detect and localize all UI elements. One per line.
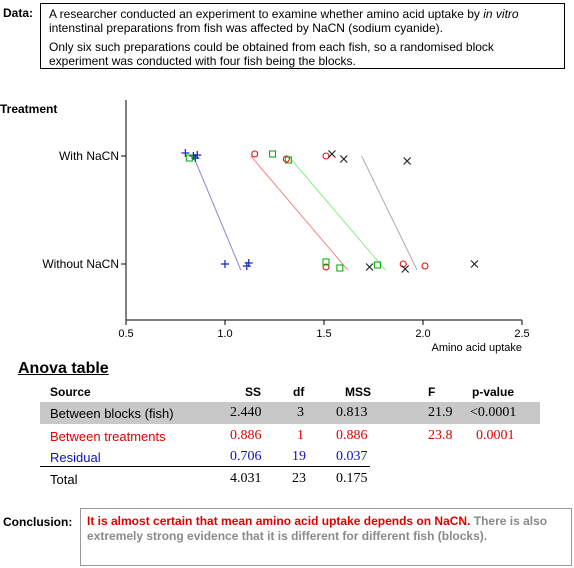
description-line1-before: A researcher conducted an experiment to … [49, 7, 484, 21]
row-p: <0.0001 [470, 405, 517, 420]
conclusion-grey-text: There is also extremely strong evidence … [87, 514, 548, 543]
table-divider [40, 466, 370, 467]
data-label: Data: [3, 6, 34, 20]
row-mss: 0.813 [336, 405, 368, 420]
data-point [401, 265, 410, 273]
row-source: Between treatments [50, 429, 166, 444]
data-point [339, 155, 348, 163]
row-ss: 0.706 [230, 449, 262, 464]
y-tick-label: Without NaCN [42, 257, 119, 271]
conclusion-red-text: It is almost certain that mean amino aci… [87, 514, 471, 528]
x-tick-label: 2.5 [514, 328, 529, 340]
mean-line [361, 155, 418, 271]
row-p: 0.0001 [476, 428, 515, 443]
x-tick-label: 2.0 [415, 328, 430, 340]
data-point [336, 264, 344, 272]
description-line1-after: intenstinal preparations from fish was a… [49, 21, 443, 35]
data-point [189, 152, 198, 160]
row-source: Between blocks (fish) [50, 406, 174, 421]
data-point [282, 155, 290, 163]
data-point [221, 260, 229, 268]
data-point [185, 154, 193, 162]
header-p-value: p-value [472, 385, 515, 399]
row-ss: 4.031 [230, 471, 262, 486]
dot-plot-chart: Treatment With NaCN Without NaCN 0.5 1.0 1.5 2… [0, 100, 530, 354]
description-paragraph-1: A researcher conducted an experiment to … [49, 7, 556, 35]
table-row-total: Total 4.031 23 0.175 [40, 468, 540, 490]
row-ss: 2.440 [230, 405, 262, 420]
data-point [373, 261, 382, 269]
data-point [322, 258, 330, 266]
row-mss: 0.037 [336, 449, 368, 464]
row-f: 21.9 [428, 405, 453, 420]
conclusion-label: Conclusion: [3, 515, 73, 529]
mean-line [250, 155, 349, 271]
description-line1-italic: in vitro [483, 7, 519, 21]
table-row-treatments: Between treatments 0.886 1 0.886 23.8 0.… [40, 425, 540, 447]
row-df: 1 [297, 428, 304, 443]
data-point [244, 259, 253, 267]
y-tick-label: With NaCN [59, 149, 119, 163]
row-source: Total [50, 472, 78, 487]
x-tick-label: 1.5 [316, 328, 331, 340]
data-point [251, 150, 259, 158]
description-paragraph-2: Only six such preparations could be obta… [49, 40, 494, 68]
anova-table-title: Anova table [18, 360, 109, 377]
data-point [327, 150, 336, 158]
table-row-blocks: Between blocks (fish) 2.440 3 0.813 21.9… [40, 402, 540, 424]
mean-line [287, 155, 386, 271]
row-f: 23.8 [428, 428, 453, 443]
data-point [268, 150, 277, 158]
data-point [322, 152, 330, 160]
header-source: Source [50, 385, 91, 399]
x-tick-label: 1.0 [217, 328, 232, 340]
header-df: df [293, 385, 305, 399]
row-source: Residual [50, 450, 101, 465]
data-point [470, 260, 479, 268]
header-ss: SS [245, 385, 262, 399]
x-axis-label: Amino acid uptake [432, 342, 523, 354]
row-mss: 0.886 [336, 428, 368, 443]
data-point [403, 157, 412, 165]
data-point [284, 156, 292, 164]
row-df: 19 [292, 449, 306, 464]
data-point [365, 263, 374, 271]
data-point [181, 149, 190, 157]
row-ss: 0.886 [230, 428, 262, 443]
mean-line [192, 155, 242, 271]
data-description-box: A researcher conducted an experiment to … [40, 3, 565, 69]
header-f: F [428, 385, 436, 399]
data-point [322, 263, 330, 271]
data-point [421, 262, 429, 270]
row-df: 3 [297, 405, 304, 420]
x-tick-label: 0.5 [118, 328, 133, 340]
conclusion-box: It is almost certain that mean amino aci… [80, 508, 572, 566]
data-point [193, 151, 202, 159]
data-point [399, 260, 407, 268]
table-row-residual: Residual 0.706 19 0.037 [40, 446, 540, 468]
y-axis-label: Treatment [0, 102, 57, 116]
header-mss: MSS [345, 385, 372, 399]
row-mss: 0.175 [336, 471, 368, 486]
row-df: 23 [292, 471, 306, 486]
